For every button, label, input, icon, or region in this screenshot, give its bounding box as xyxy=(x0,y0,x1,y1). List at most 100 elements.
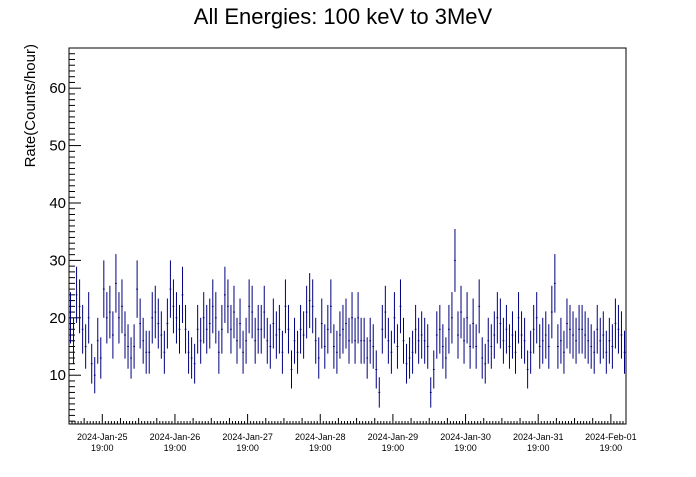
data-point xyxy=(363,317,366,364)
data-point xyxy=(278,304,281,354)
data-point xyxy=(311,279,314,334)
data-point xyxy=(617,304,620,354)
data-point xyxy=(227,279,229,334)
data-point xyxy=(396,324,399,369)
x-tick-label-time: 19:00 xyxy=(527,443,550,453)
y-axis-label: Rate(Counts/hour) xyxy=(22,44,39,167)
data-point xyxy=(184,304,187,354)
data-point xyxy=(351,292,353,344)
x-tick-label-date: 2024-Feb-01 xyxy=(585,432,637,442)
data-point xyxy=(581,304,584,354)
data-point xyxy=(245,317,247,364)
data-point xyxy=(266,317,269,364)
data-point xyxy=(599,317,602,364)
data-point xyxy=(84,324,87,369)
data-point xyxy=(187,330,190,374)
data-point xyxy=(463,317,465,364)
plot-frame xyxy=(68,47,627,425)
data-point xyxy=(414,304,417,354)
data-point xyxy=(611,324,614,369)
data-point xyxy=(160,311,163,359)
data-point xyxy=(181,266,184,323)
x-tick-label-date: 2024-Jan-25 xyxy=(77,432,128,442)
y-tick-label: 20 xyxy=(49,310,66,327)
data-point xyxy=(417,317,420,364)
data-point xyxy=(196,304,199,354)
data-point xyxy=(466,292,468,344)
data-point xyxy=(569,304,571,354)
data-point xyxy=(523,317,526,364)
data-point xyxy=(342,304,344,354)
y-tick-label: 30 xyxy=(49,252,66,269)
data-point xyxy=(563,330,565,374)
data-point xyxy=(390,330,393,374)
data-point xyxy=(96,317,99,364)
data-point xyxy=(505,304,508,354)
data-point xyxy=(111,311,114,359)
data-point xyxy=(329,279,332,334)
data-point xyxy=(339,311,341,359)
data-point xyxy=(248,279,251,334)
data-point xyxy=(420,311,423,359)
data-point xyxy=(81,304,84,354)
data-point xyxy=(408,337,411,379)
data-point xyxy=(517,292,520,344)
data-point xyxy=(308,273,311,329)
data-point xyxy=(493,311,496,359)
data-point xyxy=(438,304,441,354)
data-point xyxy=(130,337,132,379)
data-point xyxy=(72,317,75,364)
data-point xyxy=(366,337,369,379)
data-point xyxy=(572,311,574,359)
y-tick-label: 10 xyxy=(49,367,66,384)
data-point xyxy=(426,324,429,369)
x-tick-label-time: 19:00 xyxy=(164,443,187,453)
data-point xyxy=(578,304,580,354)
x-tick-label-date: 2024-Jan-31 xyxy=(513,432,564,442)
data-point xyxy=(154,285,157,339)
data-point xyxy=(584,311,587,359)
data-point xyxy=(405,343,408,384)
data-point xyxy=(87,292,90,344)
data-point xyxy=(435,311,438,359)
data-point xyxy=(378,377,381,408)
data-point xyxy=(475,324,478,369)
x-tick-label-time: 19:00 xyxy=(454,443,477,453)
data-point xyxy=(544,311,547,359)
x-axis: 2024-Jan-2519:002024-Jan-2619:002024-Jan… xyxy=(68,414,637,453)
data-point xyxy=(296,330,299,374)
data-point xyxy=(469,324,472,369)
data-point xyxy=(608,317,611,364)
data-point xyxy=(448,304,450,354)
data-point xyxy=(602,311,605,359)
data-point xyxy=(293,317,296,364)
data-point xyxy=(354,317,356,364)
data-point xyxy=(508,324,511,369)
data-point xyxy=(205,304,208,354)
data-point xyxy=(441,324,444,369)
y-tick-label: 60 xyxy=(49,80,66,97)
data-point xyxy=(502,317,505,364)
x-tick-label-time: 19:00 xyxy=(382,443,405,453)
data-point xyxy=(251,285,254,339)
data-point xyxy=(275,311,278,359)
x-tick-label-time: 19:00 xyxy=(91,443,114,453)
data-point xyxy=(326,304,329,354)
data-point xyxy=(108,285,111,339)
data-point xyxy=(166,298,169,349)
data-point xyxy=(287,304,290,354)
data-point xyxy=(190,337,193,379)
data-point xyxy=(620,311,623,359)
data-point xyxy=(145,330,148,374)
data-point xyxy=(429,377,432,408)
data-point xyxy=(142,317,145,364)
data-point xyxy=(566,298,568,349)
x-tick-label-time: 19:00 xyxy=(309,443,332,453)
data-point xyxy=(118,292,120,344)
data-point xyxy=(587,317,590,364)
data-point xyxy=(236,317,238,364)
data-point xyxy=(284,279,287,334)
data-point xyxy=(520,311,523,359)
data-point xyxy=(254,317,257,364)
